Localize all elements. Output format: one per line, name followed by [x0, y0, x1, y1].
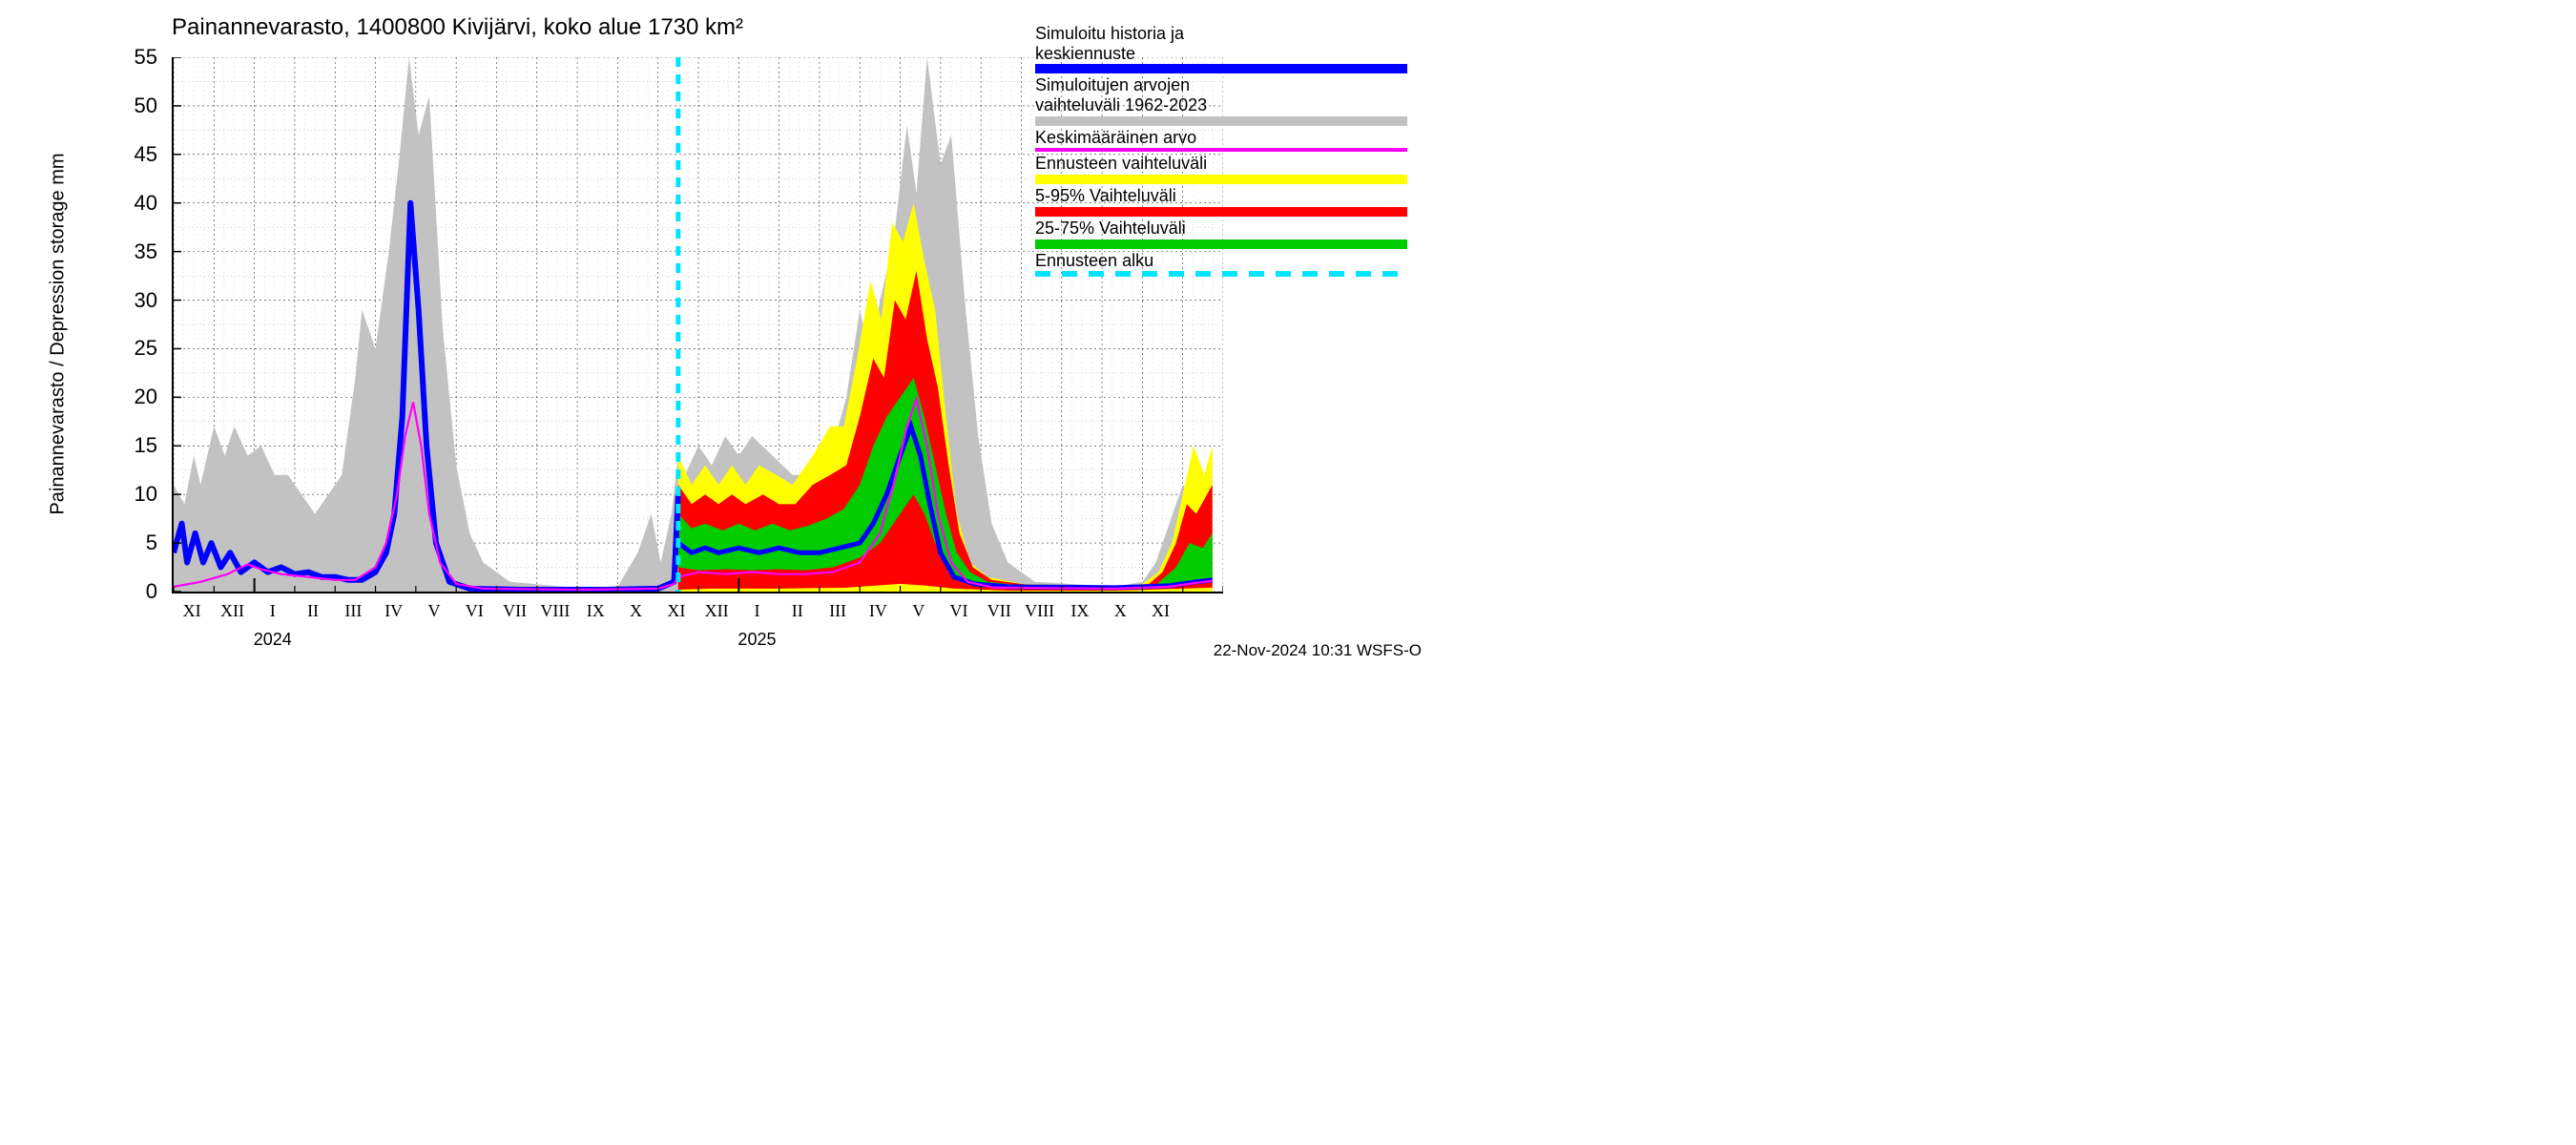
x-tick-label: VI: [950, 601, 968, 621]
legend-swatch: [1035, 116, 1407, 126]
x-tick-label: III: [344, 601, 362, 621]
x-tick-label: XI: [1152, 601, 1170, 621]
x-tick-label: VII: [503, 601, 527, 621]
legend-swatch: [1035, 239, 1407, 249]
chart-title: Painannevarasto, 1400800 Kivijärvi, koko…: [172, 14, 743, 41]
legend-text: Ennusteen vaihteluväli: [1035, 154, 1417, 174]
year-label: 2024: [254, 630, 292, 650]
x-tick-label: I: [270, 601, 276, 621]
legend-swatch: [1035, 175, 1407, 184]
legend-swatch: [1035, 64, 1407, 73]
legend-text: Simuloitujen arvojenvaihteluväli 1962-20…: [1035, 75, 1417, 114]
y-tick-label: 25: [100, 336, 157, 361]
x-tick-label: II: [307, 601, 319, 621]
legend-text: Ennusteen alku: [1035, 251, 1417, 271]
x-tick-label: VIII: [540, 601, 570, 621]
x-tick-label: I: [754, 601, 759, 621]
legend-entry: Simuloitujen arvojenvaihteluväli 1962-20…: [1035, 75, 1417, 125]
legend-swatch: [1035, 271, 1407, 277]
legend-text: 5-95% Vaihteluväli: [1035, 186, 1417, 206]
legend-text: Simuloitu historia jakeskiennuste: [1035, 24, 1417, 63]
x-tick-label: V: [428, 601, 441, 621]
y-tick-label: 20: [100, 385, 157, 409]
y-tick-label: 30: [100, 288, 157, 313]
x-tick-label: IX: [1070, 601, 1089, 621]
y-tick-label: 0: [100, 579, 157, 604]
legend-swatch: [1035, 207, 1407, 217]
x-tick-label: VI: [466, 601, 484, 621]
legend-text: Keskimääräinen arvo: [1035, 128, 1417, 148]
y-axis-label: Painannevarasto / Depression storage mm: [48, 153, 70, 514]
x-tick-label: VII: [987, 601, 1011, 621]
chart-container: Painannevarasto / Depression storage mm …: [0, 0, 1431, 668]
legend-entry: 5-95% Vaihteluväli: [1035, 186, 1417, 217]
legend-entry: Ennusteen alku: [1035, 251, 1417, 278]
year-label: 2025: [737, 630, 776, 650]
legend: Simuloitu historia jakeskiennuste Simuloi…: [1035, 24, 1417, 279]
legend-entry: 25-75% Vaihteluväli: [1035, 219, 1417, 249]
x-tick-label: VIII: [1025, 601, 1054, 621]
timestamp-footer: 22-Nov-2024 10:31 WSFS-O: [1214, 641, 1422, 660]
y-tick-label: 5: [100, 531, 157, 555]
x-tick-label: XI: [183, 601, 201, 621]
y-tick-label: 15: [100, 433, 157, 458]
x-tick-label: IV: [384, 601, 403, 621]
legend-entry: Ennusteen vaihteluväli: [1035, 154, 1417, 184]
x-tick-label: IX: [587, 601, 605, 621]
y-tick-label: 35: [100, 239, 157, 264]
x-tick-label: X: [630, 601, 642, 621]
legend-swatch: [1035, 148, 1407, 152]
x-tick-label: X: [1114, 601, 1127, 621]
legend-entry: Keskimääräinen arvo: [1035, 128, 1417, 153]
y-tick-label: 10: [100, 482, 157, 507]
legend-text: 25-75% Vaihteluväli: [1035, 219, 1417, 239]
x-tick-label: XII: [220, 601, 244, 621]
x-tick-label: III: [829, 601, 846, 621]
y-tick-label: 55: [100, 45, 157, 70]
x-tick-label: IV: [869, 601, 887, 621]
x-tick-label: II: [792, 601, 803, 621]
y-tick-label: 40: [100, 191, 157, 216]
x-tick-label: XI: [667, 601, 685, 621]
y-tick-label: 45: [100, 142, 157, 167]
y-tick-label: 50: [100, 94, 157, 118]
legend-entry: Simuloitu historia jakeskiennuste: [1035, 24, 1417, 73]
x-tick-label: V: [912, 601, 924, 621]
x-tick-label: XII: [705, 601, 729, 621]
